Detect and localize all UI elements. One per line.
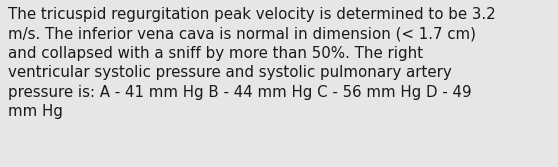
Text: The tricuspid regurgitation peak velocity is determined to be 3.2
m/s. The infer: The tricuspid regurgitation peak velocit…: [8, 7, 496, 119]
